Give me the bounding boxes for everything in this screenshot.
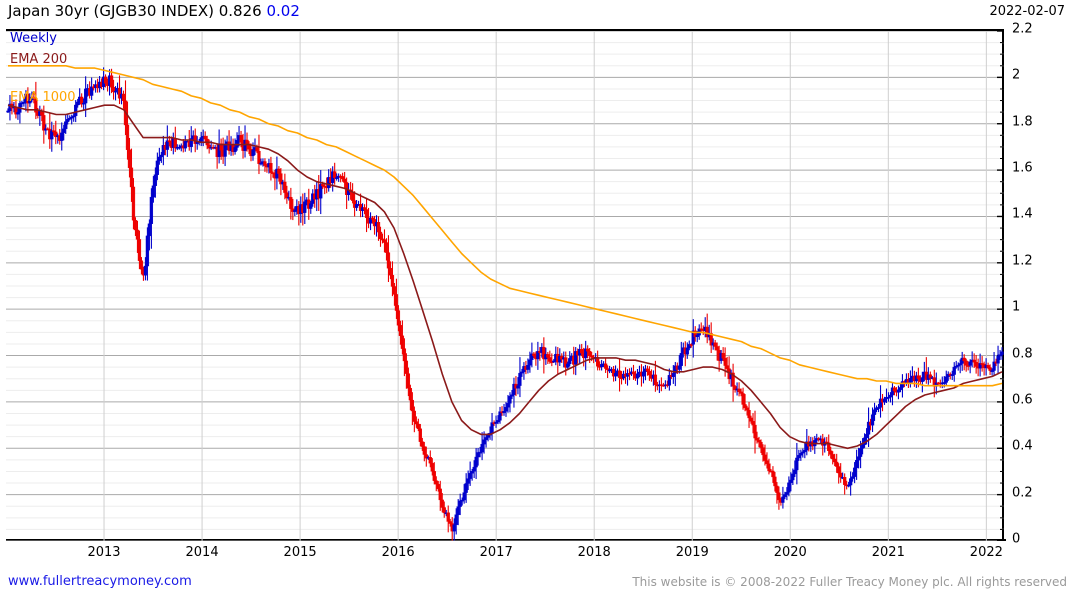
legend-ema-1000: EMA 1000 xyxy=(10,90,76,105)
copyright-notice: This website is © 2008-2022 Fuller Treac… xyxy=(632,575,1067,589)
as-of-date: 2022-02-07 xyxy=(989,4,1065,19)
x-tick-label: 2017 xyxy=(479,545,513,560)
legend-ema-200: EMA 200 xyxy=(10,52,68,67)
x-tick-label: 2016 xyxy=(381,545,415,560)
site-url[interactable]: www.fullertreacymoney.com xyxy=(8,574,192,589)
instrument-title: Japan 30yr (GJGB30 INDEX) 0.826 xyxy=(8,2,262,20)
y-tick-label: 2.2 xyxy=(1012,21,1033,37)
x-tick-label: 2018 xyxy=(577,545,611,560)
y-tick-label: 0.4 xyxy=(1012,438,1033,454)
price-change: 0.02 xyxy=(266,2,300,20)
y-tick-label: 1.6 xyxy=(1012,160,1033,176)
chart-header: Japan 30yr (GJGB30 INDEX) 0.826 0.02 202… xyxy=(0,0,1075,24)
legend-weekly: Weekly xyxy=(10,31,57,46)
y-tick-label: 1.8 xyxy=(1012,114,1033,130)
chart-series-layer xyxy=(6,64,1004,541)
x-tick-label: 2021 xyxy=(871,545,905,560)
page-title: Japan 30yr (GJGB30 INDEX) 0.826 0.02 xyxy=(8,2,300,20)
price-chart-plot-area[interactable] xyxy=(6,29,1004,541)
y-tick-label: 0.6 xyxy=(1012,392,1033,408)
y-tick-label: 0.2 xyxy=(1012,485,1033,501)
x-tick-label: 2022 xyxy=(969,545,1003,560)
x-tick-label: 2019 xyxy=(675,545,709,560)
x-tick-label: 2013 xyxy=(87,545,121,560)
y-tick-label: 1.2 xyxy=(1012,253,1033,269)
y-tick-label: 0 xyxy=(1012,531,1021,547)
y-tick-label: 2 xyxy=(1012,67,1021,83)
y-tick-label: 0.8 xyxy=(1012,346,1033,362)
x-tick-label: 2020 xyxy=(773,545,807,560)
y-tick-label: 1.4 xyxy=(1012,206,1033,222)
x-tick-label: 2014 xyxy=(185,545,219,560)
x-tick-label: 2015 xyxy=(283,545,317,560)
x-axis-line xyxy=(6,539,1006,541)
y-tick-label: 1 xyxy=(1012,299,1021,315)
